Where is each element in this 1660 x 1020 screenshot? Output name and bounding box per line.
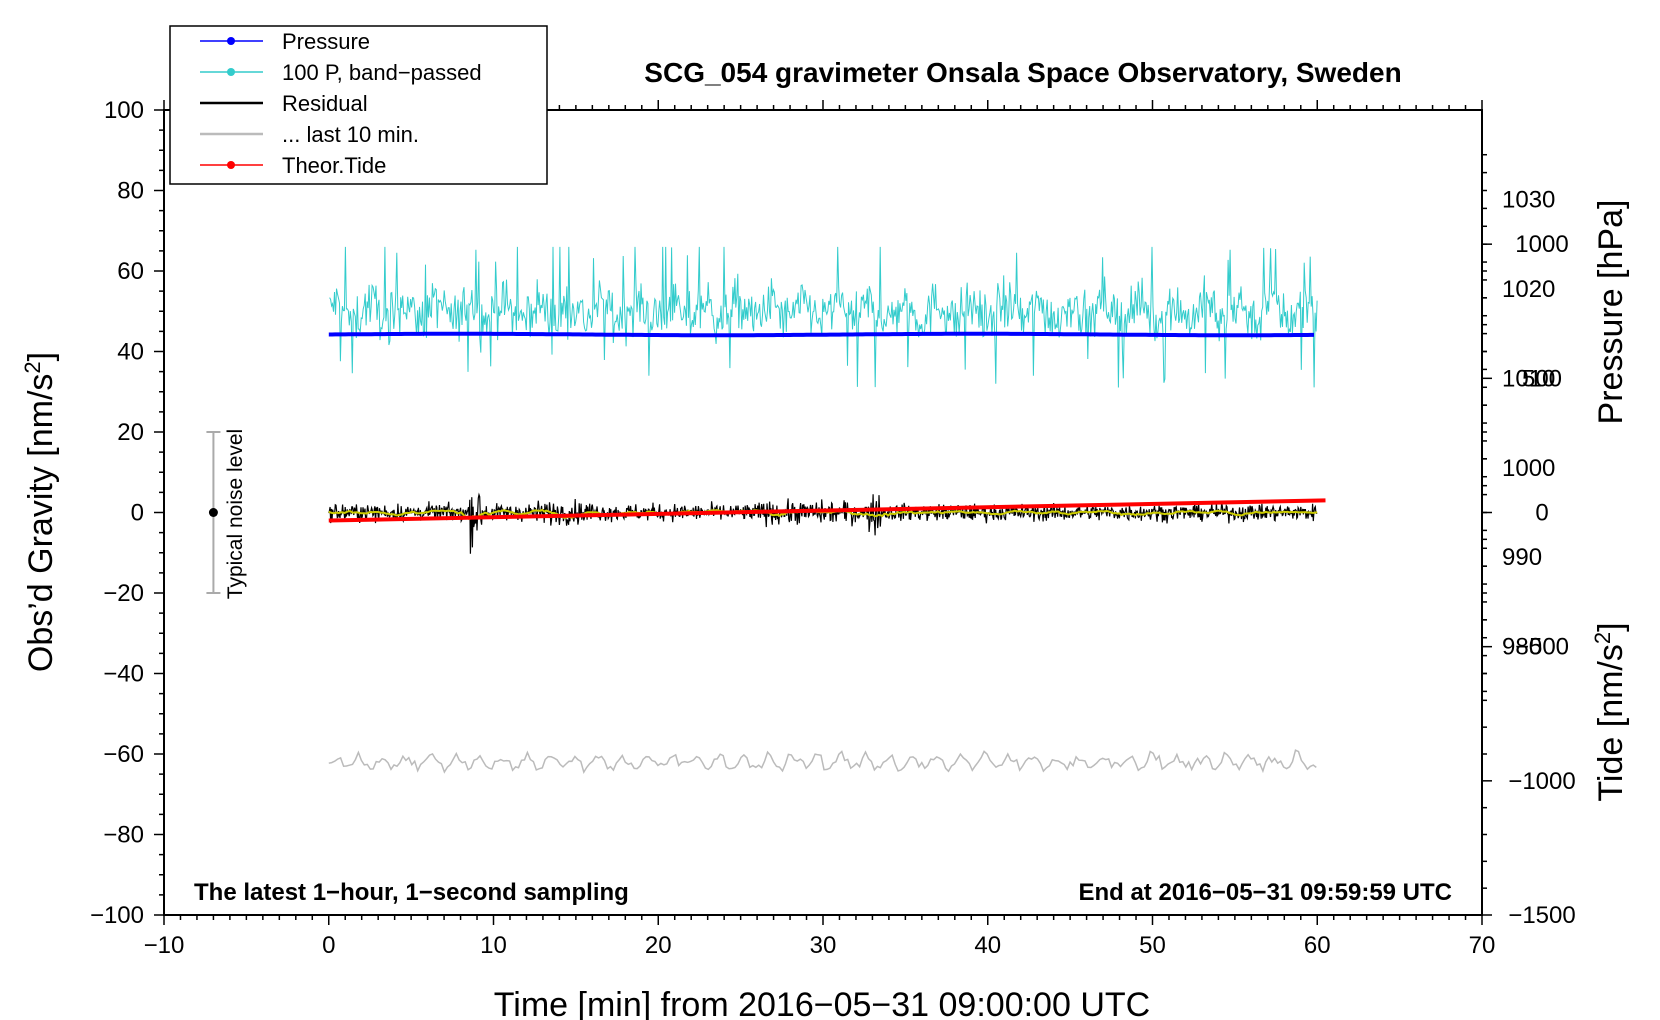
series-bandpassed-pressure xyxy=(329,246,1318,388)
series-theor-tide xyxy=(328,498,1326,523)
x-tick-label: 40 xyxy=(974,932,1001,959)
x-tick-label: 10 xyxy=(480,932,507,959)
noise-level-label: Typical noise level xyxy=(224,429,247,599)
legend-label: Theor.Tide xyxy=(282,153,386,178)
axis-ticks xyxy=(154,100,1492,925)
x-axis-title: Time [min] from 2016−05−31 09:00:00 UTC xyxy=(494,986,1150,1020)
plot-series xyxy=(328,246,1326,774)
y-axis-title-pressure: Pressure [hPa] xyxy=(1592,200,1630,425)
y-tick-label: 0 xyxy=(131,500,144,527)
y-tick-label: 40 xyxy=(117,339,144,366)
pressure-tick-label: 990 xyxy=(1502,544,1542,571)
x-tick-label: 0 xyxy=(322,932,335,959)
noise-level-indicator xyxy=(206,431,221,594)
legend-label: 100 P, band−passed xyxy=(282,60,482,85)
legend: Pressure 100 P, band−passed Residual ... la… xyxy=(169,25,548,185)
footnote-right: End at 2016−05−31 09:59:59 UTC xyxy=(1078,879,1452,906)
x-tick-label: 30 xyxy=(810,932,837,959)
tide-tick-label: −1500 xyxy=(1508,902,1575,929)
y-tick-label: 80 xyxy=(117,178,144,205)
pressure-tick-label: 980 xyxy=(1502,634,1542,661)
legend-label: Pressure xyxy=(282,29,370,54)
x-tick-label: 70 xyxy=(1469,932,1496,959)
tide-tick-label: 500 xyxy=(1522,365,1562,392)
y-tick-label: −60 xyxy=(103,741,144,768)
y-axis-title-gravity: Obs’d Gravity [nm/s2] xyxy=(20,352,60,672)
y-tick-label: 100 xyxy=(104,97,144,124)
legend-label: ... last 10 min. xyxy=(282,122,419,147)
y-tick-label: −100 xyxy=(90,902,144,929)
noise-bar-point xyxy=(208,508,218,517)
axis-tick-labels: −10 0 10 20 30 40 50 60 70−100−80−60−40−20020406… xyxy=(90,97,1576,959)
y-axis-title-tide: Tide [nm/s2] xyxy=(1590,622,1630,801)
x-tick-label: 60 xyxy=(1304,932,1331,959)
series-last-10-min xyxy=(328,749,1317,774)
footnote-left: The latest 1−hour, 1−second sampling xyxy=(194,879,629,906)
chart-title: SCG_054 gravimeter Onsala Space Observat… xyxy=(644,57,1401,88)
pressure-tick-label: 1000 xyxy=(1502,455,1555,482)
pressure-tick-label: 1020 xyxy=(1502,276,1555,303)
y-tick-label: 60 xyxy=(117,258,144,285)
y-tick-label: −40 xyxy=(103,661,144,688)
x-tick-label: 20 xyxy=(645,932,672,959)
legend-marker xyxy=(227,37,235,45)
x-tick-label: −10 xyxy=(144,932,185,959)
y-tick-label: −80 xyxy=(103,822,144,849)
series-pressure xyxy=(328,331,1314,338)
tide-tick-label: −1000 xyxy=(1508,768,1575,795)
pressure-tick-label: 1030 xyxy=(1502,186,1555,213)
y-tick-label: 20 xyxy=(117,419,144,446)
legend-marker xyxy=(227,68,235,76)
pressure-tick-label: 1010 xyxy=(1502,365,1555,392)
legend-label: Residual xyxy=(282,91,368,116)
tide-tick-label: 1000 xyxy=(1515,231,1568,258)
legend-marker xyxy=(227,161,235,169)
tide-tick-label: −500 xyxy=(1515,634,1569,661)
y-tick-label: −20 xyxy=(103,580,144,607)
tide-tick-label: 0 xyxy=(1535,500,1548,527)
x-tick-label: 50 xyxy=(1139,932,1166,959)
legend-box xyxy=(169,25,548,185)
